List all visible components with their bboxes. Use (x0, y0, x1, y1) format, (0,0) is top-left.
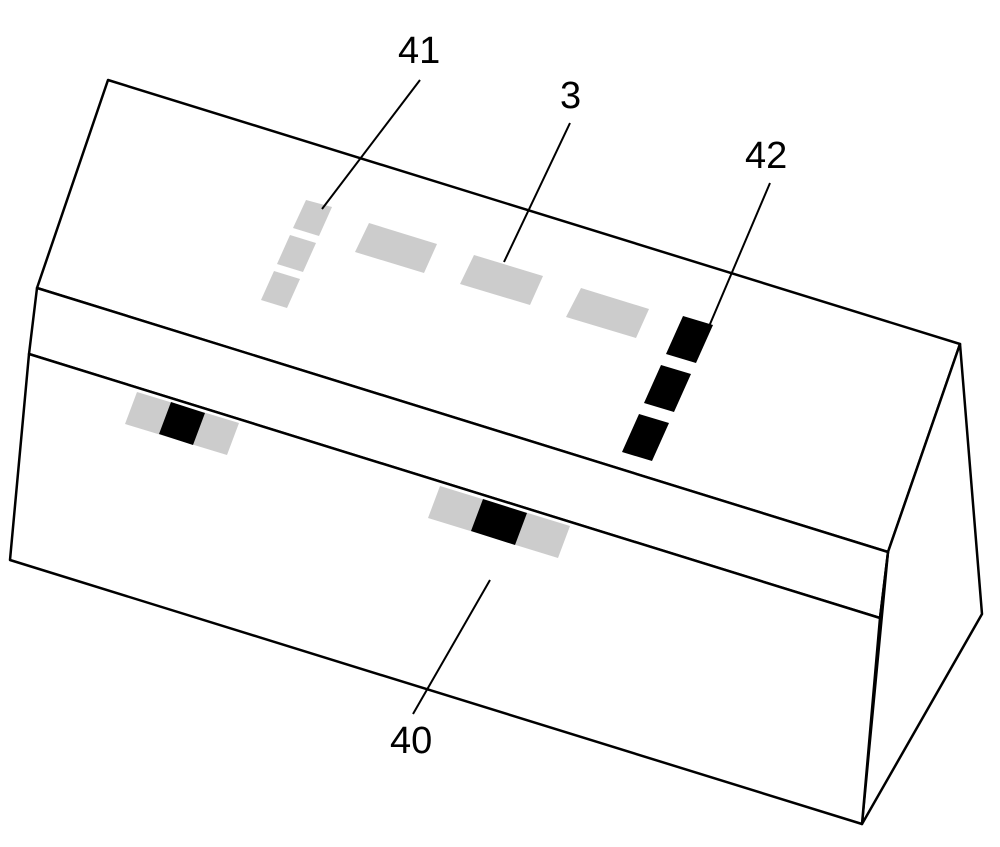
label-3: 3 (560, 75, 581, 118)
label-42: 42 (745, 135, 787, 178)
label-41: 41 (398, 30, 440, 73)
label-40: 40 (390, 720, 432, 763)
diagram-svg (0, 0, 1000, 847)
